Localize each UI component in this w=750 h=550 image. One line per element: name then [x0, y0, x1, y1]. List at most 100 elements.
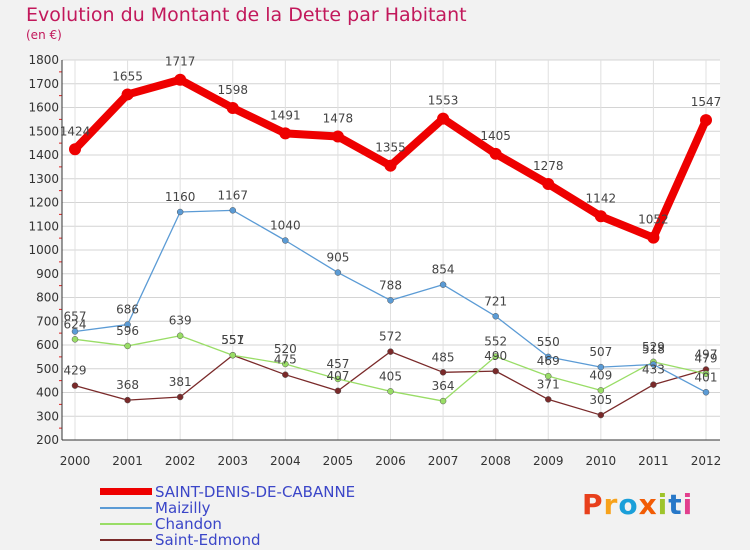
data-point	[71, 336, 79, 343]
data-label: 368	[116, 378, 139, 392]
data-point	[650, 361, 657, 368]
data-point	[387, 297, 394, 304]
data-point	[282, 360, 289, 368]
data-label: 1160	[165, 190, 196, 204]
data-point	[282, 371, 289, 378]
data-label: 788	[379, 278, 402, 292]
data-label: 401	[695, 370, 718, 384]
data-label: 721	[484, 294, 507, 308]
data-point	[124, 321, 131, 328]
y-tick-label: 1300	[28, 172, 59, 186]
data-label: 1142	[586, 191, 617, 205]
y-tick-label: 300	[36, 409, 59, 423]
legend-label: SAINT-DENIS-DE-CABANNE	[155, 483, 356, 501]
y-tick-label: 200	[36, 433, 59, 447]
data-point	[226, 101, 239, 114]
x-tick-label: 2012	[691, 454, 722, 468]
data-label: 405	[379, 369, 402, 383]
data-point	[545, 372, 552, 380]
legend-item-saint-denis: SAINT-DENIS-DE-CABANNE	[100, 483, 430, 501]
data-label: 854	[432, 263, 455, 277]
x-tick-label: 2004	[270, 454, 301, 468]
y-tick-label: 1100	[28, 219, 59, 233]
data-point	[334, 375, 342, 383]
logo-letter: r	[603, 488, 619, 521]
data-label: 1717	[165, 55, 196, 69]
data-point	[439, 281, 447, 288]
data-label: 905	[326, 251, 349, 265]
y-tick-label: 1400	[28, 148, 59, 162]
data-point	[334, 269, 342, 276]
data-point	[121, 88, 134, 101]
data-label: 407	[326, 369, 349, 383]
logo-letter: t	[668, 488, 683, 521]
data-label: 1167	[217, 188, 248, 202]
data-point	[492, 353, 499, 360]
data-label: 1478	[323, 111, 354, 125]
y-tick-label: 500	[36, 362, 59, 376]
legend-item-maizilly: Maizilly	[100, 499, 430, 517]
data-point	[176, 393, 184, 401]
data-label: 596	[116, 324, 139, 338]
y-tick-label: 600	[36, 338, 59, 352]
x-tick-label: 2007	[428, 454, 459, 468]
x-tick-label: 2009	[533, 454, 564, 468]
y-tick-label: 1500	[28, 124, 59, 138]
data-label: 479	[695, 352, 718, 366]
data-label: 409	[589, 368, 612, 382]
legend: SAINT-DENIS-DE-CABANNE Maizilly Chandon …	[100, 483, 430, 549]
logo-letter: o	[618, 488, 639, 521]
data-label: 557	[221, 333, 244, 347]
data-labels: 1424 1655 1717 1598 1491 1478 1355 1553 1405 1278…	[60, 55, 722, 407]
data-point	[545, 396, 552, 403]
data-point	[650, 381, 657, 388]
data-point	[334, 387, 342, 395]
x-tick-label: 2010	[586, 454, 617, 468]
data-point	[279, 127, 292, 140]
legend-swatch-saint-edmond	[100, 539, 152, 541]
data-point	[71, 328, 79, 335]
data-point	[282, 237, 289, 244]
series-group	[69, 73, 712, 419]
data-label: 1553	[428, 94, 459, 108]
data-label: 657	[64, 309, 87, 323]
data-point	[594, 210, 607, 223]
legend-item-saint-edmond: Saint-Edmond	[100, 531, 430, 549]
legend-label: Chandon	[155, 515, 222, 533]
data-label: 507	[589, 345, 612, 359]
data-label: 518	[642, 342, 665, 356]
data-point	[439, 369, 447, 376]
data-point	[597, 363, 605, 371]
legend-swatch-saint-denis	[100, 488, 152, 495]
data-point	[229, 351, 236, 359]
x-tick-label: 2000	[60, 454, 91, 468]
x-tick-label: 2005	[323, 454, 354, 468]
data-label: 550	[537, 335, 560, 349]
data-label: 485	[432, 350, 455, 364]
y-tick-label: 1200	[28, 196, 59, 210]
data-label: 1547	[691, 95, 722, 109]
data-point	[702, 370, 710, 377]
data-point	[647, 231, 660, 244]
legend-swatch-maizilly	[100, 507, 152, 509]
axes: 200 300 400 500 600 700 800 900 1000 1100 1200 1300…	[28, 53, 721, 468]
data-label: 490	[484, 349, 507, 363]
data-point	[174, 73, 187, 86]
grid	[62, 59, 720, 441]
data-point	[492, 313, 499, 320]
data-point	[597, 411, 605, 419]
proxiti-logo: Proxiti	[582, 488, 693, 521]
data-point	[176, 208, 184, 216]
data-label: 1424	[60, 124, 91, 138]
data-label: 520	[274, 342, 297, 356]
data-label: 1355	[375, 141, 406, 155]
data-label: 1040	[270, 219, 301, 233]
legend-label: Saint-Edmond	[155, 531, 261, 549]
data-point	[124, 396, 131, 404]
data-label: 686	[116, 303, 139, 317]
data-label: 1598	[217, 83, 248, 97]
data-label: 429	[64, 364, 87, 378]
data-point	[384, 159, 397, 172]
y-tick-label: 700	[36, 314, 59, 328]
